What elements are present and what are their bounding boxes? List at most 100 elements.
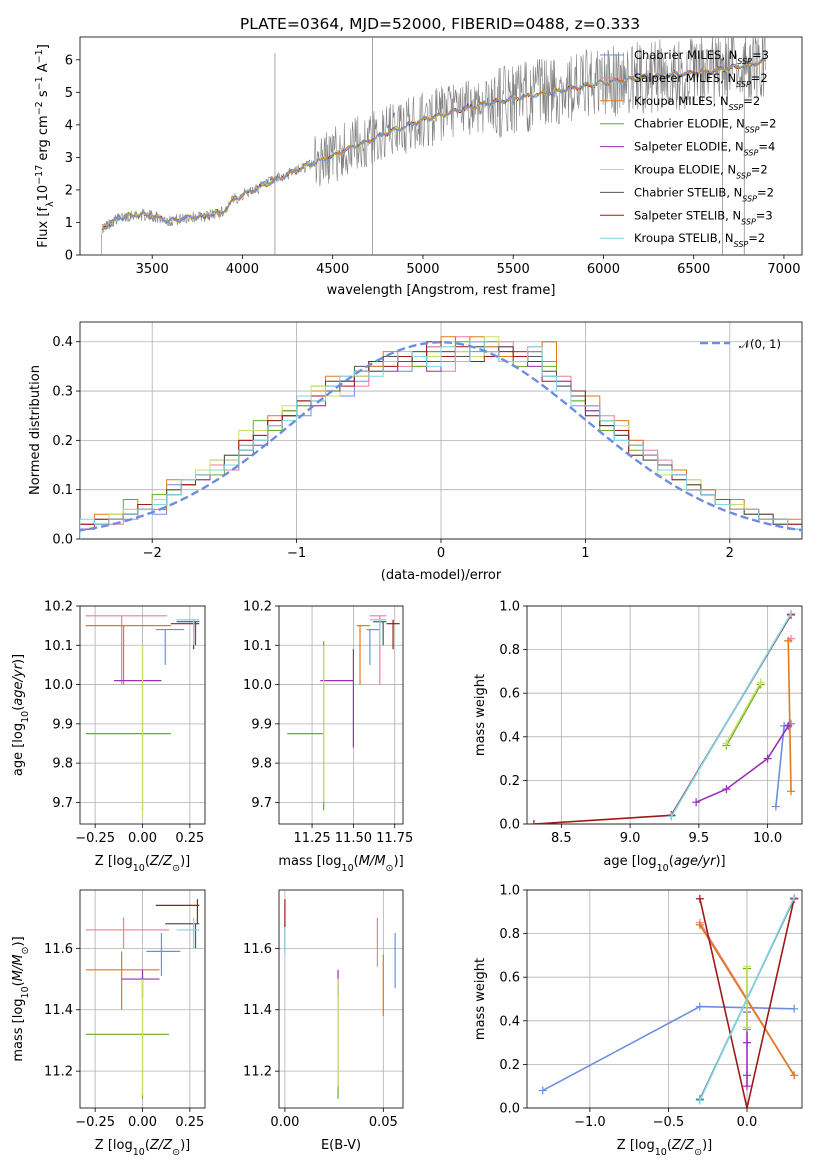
- plus-marker: [784, 636, 793, 645]
- y-tick-label: 2: [65, 183, 73, 198]
- y-tick-label: 6: [65, 53, 73, 68]
- y-tick-label: 11.4: [243, 1003, 272, 1018]
- x-tick-label: 11.25: [293, 831, 330, 846]
- y-tick-label: 10.0: [243, 678, 272, 693]
- y-tick-label: 10.2: [44, 600, 73, 615]
- mass-weight-line: [670, 613, 792, 817]
- normal-curve: [80, 340, 802, 532]
- axes-massweight-vs-Z: −1.0 −0.5 0.0 0.0 0.2 0.4 0.6 0.8 1.0: [499, 884, 803, 1130]
- plus-marker: [771, 802, 780, 811]
- legend-tail: =4: [758, 140, 775, 154]
- plus-marker: [790, 1071, 799, 1080]
- label-part: 10: [36, 185, 51, 202]
- legend-tail: =2: [751, 163, 768, 177]
- histogram-step: [80, 341, 802, 539]
- label-part: (: [145, 1138, 150, 1153]
- legend-tail: =3: [752, 48, 769, 62]
- label-part: M/M: [11, 954, 26, 981]
- x-tick-label: −0.5: [653, 1115, 685, 1130]
- label-part: )]: [702, 1138, 712, 1153]
- errorbars-mass-vs-EBV: [284, 899, 396, 1099]
- legend-entry: Kroupa MILES, NSSP=2: [634, 94, 760, 112]
- legend-entry: Kroupa ELODIE, NSSP=2: [634, 163, 768, 181]
- y-tick-label: 0.0: [499, 818, 520, 833]
- label-part: E(B-V): [321, 1138, 361, 1153]
- plus-marker: [743, 1023, 751, 1032]
- label-part: ⊙: [20, 947, 31, 955]
- legend-sub: SSP: [737, 57, 752, 66]
- y-tick-label: 10.2: [243, 600, 272, 615]
- legend-sub: SSP: [736, 79, 751, 88]
- label-part: Flux [f: [36, 207, 51, 248]
- plus-marker: [787, 787, 795, 796]
- ylabel-massweight-vs-Z: mass weight: [473, 958, 488, 1040]
- label-part: (: [145, 854, 150, 869]
- label-part: ]: [36, 44, 51, 49]
- plus-marker: [722, 739, 731, 748]
- axes-frame: [526, 889, 803, 1109]
- label-part: (: [11, 981, 26, 986]
- legend-entry: Salpeter STELIB, NSSP=3: [634, 208, 773, 226]
- y-tick-label: 0.0: [499, 1102, 520, 1117]
- mass-weight-lines-massweight-vs-age: [529, 609, 795, 824]
- mass-weight-line: [725, 684, 762, 746]
- label-part: erg cm: [36, 115, 51, 164]
- plus-marker: [695, 894, 704, 903]
- x-tick-label: 0.00: [128, 1115, 157, 1130]
- x-tick-label: 0.25: [175, 1115, 204, 1130]
- label-part: ⊙: [386, 863, 394, 874]
- x-tick-label: 0.00: [270, 1115, 299, 1130]
- x-tick-label: 0: [437, 546, 445, 561]
- plus-marker: [743, 1071, 751, 1080]
- label-part: (: [669, 854, 674, 869]
- y-tick-label: 1.0: [499, 884, 520, 899]
- y-tick-label: 0: [65, 249, 73, 264]
- y-tick-label: 9.8: [52, 757, 73, 772]
- legend-tail: =2: [743, 94, 760, 108]
- y-tick-label: 3: [65, 151, 73, 166]
- plus-marker: [787, 609, 795, 618]
- figure-title: PLATE=0364, MJD=52000, FIBERID=0488, z=0…: [240, 15, 640, 33]
- plus-marker: [763, 754, 772, 763]
- legend-sub: SSP: [744, 148, 759, 157]
- y-tick-label: 9.8: [251, 757, 272, 772]
- y-tick-label: 4: [65, 118, 73, 133]
- x-tick-label: −1: [287, 546, 306, 561]
- axes-frame: [79, 36, 803, 256]
- residuals-ylabel: Normed distribution: [28, 365, 43, 495]
- label-part: ⊙: [172, 863, 180, 874]
- errorbars-age-vs-mass: [287, 615, 400, 811]
- x-tick-label: 0.25: [175, 831, 204, 846]
- label-part: (: [11, 706, 26, 711]
- y-tick-label: 11.2: [44, 1065, 73, 1080]
- x-tick-label: 6000: [587, 262, 620, 277]
- plus-marker: [538, 1086, 547, 1095]
- axes-age-vs-mass: 11.25 11.50 11.75 9.7 9.8 9.9 10.0 10.1 10.2: [243, 600, 413, 847]
- spectrum-xlabel: wavelength [Angstrom, rest frame]: [327, 283, 556, 298]
- xlabel-massweight-vs-age: age [log10(age/yr)]: [603, 854, 725, 874]
- y-tick-label: 10.0: [44, 678, 73, 693]
- label-part: age [log: [11, 723, 26, 776]
- y-tick-label: 9.9: [52, 717, 73, 732]
- plus-marker: [695, 920, 704, 929]
- label-part: 10: [133, 1147, 145, 1158]
- legend-entry: Chabrier MILES, NSSP=3: [634, 48, 769, 66]
- x-tick-label: −0.25: [75, 831, 115, 846]
- plus-marker: [743, 962, 751, 971]
- y-tick-label: 9.7: [52, 796, 73, 811]
- x-tick-label: 10.0: [753, 831, 782, 846]
- label-part: )]: [11, 936, 26, 946]
- xlabel-massweight-vs-Z: Z [log10(Z/Z⊙)]: [617, 1138, 712, 1158]
- label-part: 10: [133, 863, 145, 874]
- plus-marker: [695, 1096, 704, 1105]
- spectrum-legend: Chabrier MILES, NSSP=3 Salpeter MILES, NS…: [600, 48, 776, 249]
- legend-text: Chabrier ELODIE, N: [634, 117, 745, 131]
- y-tick-label: 5: [65, 86, 73, 101]
- legend-entry: Salpeter MILES, NSSP=2: [634, 71, 768, 89]
- label-part: 10: [20, 711, 31, 723]
- legend-sub: SSP: [745, 125, 760, 134]
- legend-text: Kroupa MILES, N: [634, 94, 729, 108]
- x-tick-label: 6500: [677, 262, 710, 277]
- mass-weight-lines-massweight-vs-Z: [538, 893, 799, 1108]
- xlabel-age-vs-mass: mass [log10(M/M⊙)]: [278, 854, 403, 874]
